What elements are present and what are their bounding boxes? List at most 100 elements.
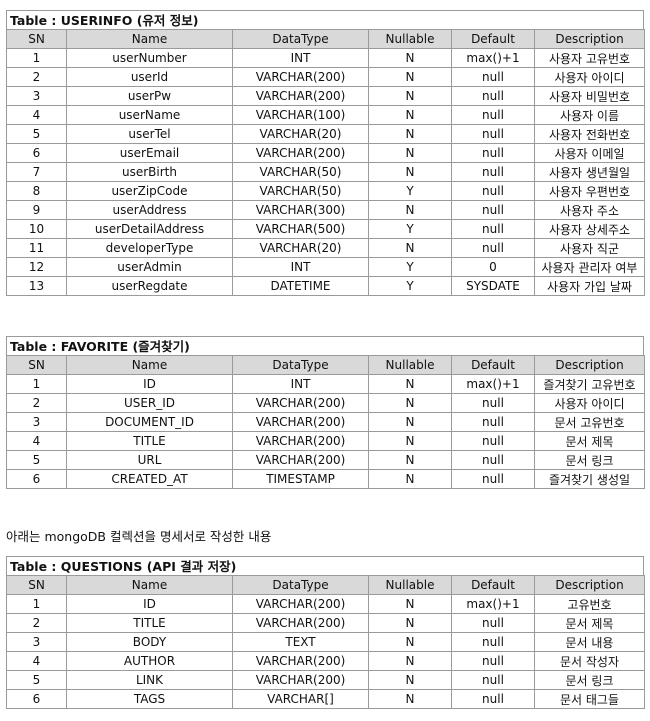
table-cell: 1 <box>6 374 67 394</box>
table-cell: N <box>368 689 452 709</box>
table-cell: 사용자 아이디 <box>534 393 645 413</box>
table-cell: VARCHAR(500) <box>232 219 369 239</box>
column-header: SN <box>6 29 67 49</box>
favorite-table: SN Name DataType Nullable Default Description… <box>6 355 645 489</box>
table-cell: 사용자 가입 날짜 <box>534 276 645 296</box>
table-title: Table : USERINFO (유저 정보) <box>6 10 644 29</box>
header-row: SN Name DataType Nullable Default Description <box>6 575 645 595</box>
column-header: Default <box>451 29 535 49</box>
table-cell: userRegdate <box>66 276 233 296</box>
table-cell: 13 <box>6 276 67 296</box>
table-cell: 고유번호 <box>534 594 645 614</box>
table-cell: null <box>451 86 535 106</box>
table-cell: 8 <box>6 181 67 201</box>
questions-table-block: Table : QUESTIONS (API 결과 저장) SN Name Data… <box>6 556 645 709</box>
table-title: Table : FAVORITE (즐겨찾기) <box>6 336 644 355</box>
table-cell: N <box>368 238 452 258</box>
userinfo-table-block: Table : USERINFO (유저 정보) SN Name DataType N… <box>6 10 645 296</box>
table-cell: null <box>451 651 535 671</box>
table-cell: VARCHAR(200) <box>232 450 369 470</box>
table-cell: VARCHAR(200) <box>232 431 369 451</box>
table-cell: 사용자 이름 <box>534 105 645 125</box>
table-cell: userPw <box>66 86 233 106</box>
table-cell: userBirth <box>66 162 233 182</box>
table-cell: 사용자 아이디 <box>534 67 645 87</box>
table-cell: VARCHAR(200) <box>232 393 369 413</box>
table-cell: userEmail <box>66 143 233 163</box>
column-header: DataType <box>232 29 369 49</box>
table-cell: N <box>368 162 452 182</box>
table-cell: ID <box>66 374 233 394</box>
column-header: Description <box>534 575 645 595</box>
table-cell: VARCHAR(200) <box>232 613 369 633</box>
table-cell: 3 <box>6 412 67 432</box>
column-header: Name <box>66 29 233 49</box>
table-cell: N <box>368 48 452 68</box>
table-cell: 7 <box>6 162 67 182</box>
table-cell: N <box>368 651 452 671</box>
table-cell: null <box>451 632 535 652</box>
table-cell: VARCHAR(300) <box>232 200 369 220</box>
table-cell: CREATED_AT <box>66 469 233 489</box>
table-cell: VARCHAR(200) <box>232 651 369 671</box>
table-cell: 문서 제목 <box>534 431 645 451</box>
table-cell: N <box>368 469 452 489</box>
table-cell: 0 <box>451 257 535 277</box>
table-cell: userNumber <box>66 48 233 68</box>
table-cell: VARCHAR(200) <box>232 143 369 163</box>
table-cell: 1 <box>6 594 67 614</box>
column-header: SN <box>6 355 67 375</box>
table-cell: userAdmin <box>66 257 233 277</box>
table-cell: 2 <box>6 613 67 633</box>
table-cell: 3 <box>6 632 67 652</box>
table-cell: VARCHAR(200) <box>232 86 369 106</box>
table-cell: VARCHAR(50) <box>232 162 369 182</box>
table-cell: USER_ID <box>66 393 233 413</box>
table-cell: 4 <box>6 105 67 125</box>
header-row: SN Name DataType Nullable Default Description <box>6 355 645 375</box>
mongodb-note: 아래는 mongoDB 컬렉션을 명세서로 작성한 내용 <box>6 529 272 544</box>
table-row: 12 userAdmin INT Y 0 사용자 관리자 여부 <box>6 257 645 277</box>
table-cell: N <box>368 200 452 220</box>
table-cell: N <box>368 670 452 690</box>
table-cell: developerType <box>66 238 233 258</box>
table-cell: 사용자 이메일 <box>534 143 645 163</box>
table-cell: 4 <box>6 651 67 671</box>
table-cell: 6 <box>6 143 67 163</box>
table-cell: null <box>451 238 535 258</box>
table-cell: N <box>368 632 452 652</box>
table-cell: LINK <box>66 670 233 690</box>
table-cell: N <box>368 67 452 87</box>
column-header: Name <box>66 575 233 595</box>
column-header: Default <box>451 575 535 595</box>
table-cell: TITLE <box>66 613 233 633</box>
table-cell: userTel <box>66 124 233 144</box>
table-cell: 즐겨찾기 고유번호 <box>534 374 645 394</box>
table-cell: 사용자 고유번호 <box>534 48 645 68</box>
table-cell: 사용자 우편번호 <box>534 181 645 201</box>
favorite-table-block: Table : FAVORITE (즐겨찾기) SN Name DataType Nu… <box>6 336 645 489</box>
userinfo-table: SN Name DataType Nullable Default Description… <box>6 29 645 296</box>
table-cell: 4 <box>6 431 67 451</box>
table-cell: DOCUMENT_ID <box>66 412 233 432</box>
table-cell: N <box>368 613 452 633</box>
table-cell: userName <box>66 105 233 125</box>
table-cell: VARCHAR(20) <box>232 238 369 258</box>
table-cell: max()+1 <box>451 48 535 68</box>
table-cell: 12 <box>6 257 67 277</box>
column-header: Default <box>451 355 535 375</box>
table-cell: N <box>368 393 452 413</box>
table-cell: 9 <box>6 200 67 220</box>
